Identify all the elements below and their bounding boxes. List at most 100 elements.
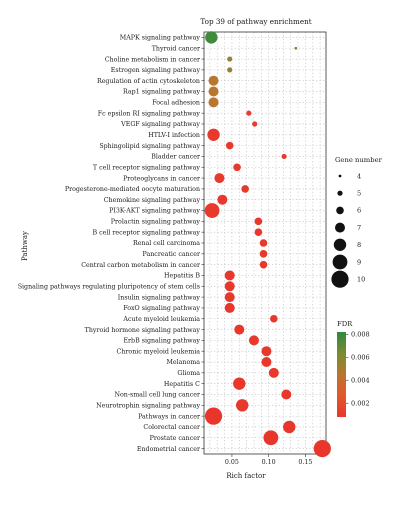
gene-number-legend-label: 9 bbox=[357, 258, 361, 266]
y-tick-label: T cell receptor signaling pathway bbox=[93, 164, 201, 171]
gene-number-legend-label: 7 bbox=[357, 224, 361, 232]
data-point bbox=[217, 194, 228, 205]
y-tick-label: Sphingolipid signaling pathway bbox=[99, 143, 200, 150]
y-tick-label: Fc epsilon RI signaling pathway bbox=[98, 110, 201, 117]
y-tick-label: Acute myeloid leukemia bbox=[122, 316, 200, 323]
x-tick-label: 0.15 bbox=[298, 459, 312, 466]
data-point bbox=[261, 346, 272, 357]
y-tick-label: Hepatitis C bbox=[164, 381, 200, 388]
y-tick-label: MAPK signaling pathway bbox=[120, 35, 201, 42]
gene-number-legend-label: 10 bbox=[357, 276, 365, 284]
data-point bbox=[208, 97, 219, 108]
data-point bbox=[254, 228, 263, 236]
y-tick-label: Pancreatic cancer bbox=[143, 251, 201, 258]
data-point bbox=[233, 377, 246, 390]
y-tick-label: Hepatitis B bbox=[164, 273, 200, 280]
data-point bbox=[224, 270, 235, 281]
y-tick-label: Rap1 signaling pathway bbox=[123, 89, 200, 96]
data-point bbox=[224, 292, 235, 303]
data-point bbox=[313, 439, 331, 458]
y-tick-label: Proteoglycans in cancer bbox=[123, 175, 201, 182]
y-tick-label: Chemokine signaling pathway bbox=[104, 197, 201, 204]
x-tick-label: 0.10 bbox=[262, 459, 276, 466]
y-tick-label: Non-small cell lung cancer bbox=[114, 392, 200, 399]
y-tick-label: PI3K-AKT signaling pathway bbox=[109, 208, 200, 215]
gene-number-legend: Gene number 4 5 6 7 8 9 10 bbox=[331, 156, 383, 288]
gene-number-legend-dot bbox=[338, 174, 342, 178]
data-point bbox=[208, 75, 219, 86]
data-point bbox=[204, 407, 223, 425]
gene-number-legend-dot bbox=[331, 270, 349, 288]
data-point bbox=[252, 121, 258, 127]
y-tick-label: Regulation of actin cytoskeleton bbox=[97, 78, 200, 85]
data-point bbox=[246, 110, 252, 116]
data-point bbox=[204, 203, 220, 218]
data-point bbox=[261, 357, 272, 368]
y-tick-label: Chronic myeloid leukemia bbox=[117, 348, 201, 355]
y-tick-label: Endometrial cancer bbox=[137, 446, 201, 453]
chart-title: Top 39 of pathway enrichment bbox=[200, 17, 311, 26]
fdr-tick-label: 0.008 bbox=[351, 330, 370, 338]
y-tick-label: Choline metabolism in cancer bbox=[105, 56, 201, 63]
y-axis-title: Pathway bbox=[21, 231, 29, 261]
y-tick-label: Progesterone-mediated oocyte maturation bbox=[65, 186, 200, 193]
data-point bbox=[208, 86, 219, 97]
y-tick-label: ErbB signaling pathway bbox=[123, 338, 200, 345]
data-point bbox=[281, 153, 287, 160]
data-point bbox=[259, 260, 268, 269]
y-tick-label: Focal adhesion bbox=[152, 100, 200, 107]
y-tick-label: Signaling pathways regulating pluripoten… bbox=[18, 283, 200, 290]
gene-number-legend-dot bbox=[335, 222, 345, 233]
fdr-colorbar bbox=[337, 332, 346, 417]
gene-number-legend-dot bbox=[333, 238, 347, 251]
fdr-legend: FDR 0.002 0.004 0.006 0.008 bbox=[337, 320, 370, 417]
data-point bbox=[270, 314, 278, 323]
y-tick-label: Melanoma bbox=[166, 359, 200, 366]
data-point bbox=[281, 389, 292, 400]
y-tick-label: Prolactin signaling pathway bbox=[111, 219, 201, 226]
gene-number-legend-dot bbox=[332, 254, 348, 270]
data-point bbox=[254, 217, 263, 226]
data-point bbox=[225, 141, 234, 150]
x-tick-label: 0.05 bbox=[225, 459, 239, 466]
data-point bbox=[227, 56, 233, 62]
y-tick-label: Insulin signaling pathway bbox=[118, 294, 201, 301]
y-tick-label: Bladder cancer bbox=[151, 154, 201, 161]
x-axis-title: Rich factor bbox=[226, 472, 266, 480]
gene-number-legend-label: 8 bbox=[357, 241, 361, 249]
data-point bbox=[268, 367, 279, 378]
data-point bbox=[224, 302, 235, 313]
y-tick-label: Colorectal cancer bbox=[143, 424, 201, 431]
data-point bbox=[224, 281, 235, 292]
y-tick-label: Neurotrophin signaling pathway bbox=[96, 403, 200, 410]
gene-number-legend-dot bbox=[337, 190, 343, 196]
gene-number-legend-title: Gene number bbox=[335, 156, 383, 164]
fdr-tick-label: 0.004 bbox=[351, 376, 370, 384]
y-tick-label: Prostate cancer bbox=[150, 435, 201, 442]
y-tick-label: VEGF signaling pathway bbox=[120, 121, 200, 128]
data-point bbox=[263, 430, 279, 446]
data-point bbox=[207, 128, 220, 141]
fdr-tick-label: 0.006 bbox=[351, 353, 370, 361]
data-point bbox=[233, 163, 241, 172]
gene-number-legend-label: 4 bbox=[357, 172, 361, 180]
gene-number-legend-label: 5 bbox=[357, 190, 361, 198]
data-point bbox=[294, 46, 298, 50]
data-point bbox=[259, 239, 268, 247]
y-tick-label: HTLV-I infection bbox=[148, 132, 200, 139]
data-point bbox=[214, 173, 225, 184]
y-tick-label: Central carbon metabolism in cancer bbox=[81, 262, 201, 269]
data-point bbox=[227, 67, 233, 73]
y-tick-label: Thyroid hormone signaling pathway bbox=[85, 327, 201, 334]
y-tick-label: Glioma bbox=[177, 370, 200, 377]
fdr-tick-label: 0.002 bbox=[351, 399, 370, 407]
data-point bbox=[248, 335, 259, 346]
y-tick-label: FoxO signaling pathway bbox=[123, 305, 200, 312]
y-tick-label: Renal cell carcinoma bbox=[133, 240, 200, 247]
data-point bbox=[236, 399, 249, 412]
data-point bbox=[283, 420, 296, 434]
y-tick-label: Pathways in cancer bbox=[138, 413, 201, 420]
y-tick-label: Estrogen signaling pathway bbox=[111, 67, 201, 74]
